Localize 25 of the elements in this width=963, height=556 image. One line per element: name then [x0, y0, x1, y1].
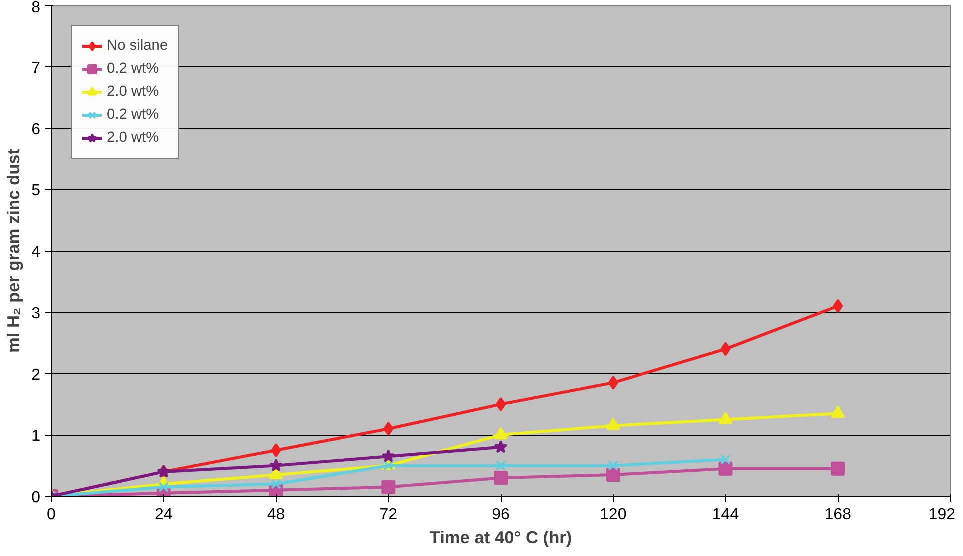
- y-tick-label: 8: [32, 0, 41, 16]
- legend-label: 0.2 wt%: [107, 107, 160, 123]
- legend-label: 2.0 wt%: [107, 84, 160, 100]
- x-tick-label: 144: [712, 506, 740, 524]
- y-tick-label: 6: [32, 121, 41, 138]
- legend-label: No silane: [107, 38, 168, 54]
- y-tick-label: 7: [32, 60, 41, 77]
- x-tick-label: 72: [380, 506, 398, 524]
- x-tick-label: 168: [824, 506, 852, 524]
- x-tick-label: 48: [267, 506, 286, 524]
- y-tick-label: 5: [32, 182, 41, 200]
- y-tick-label: 2: [32, 366, 41, 384]
- x-tick-label: 120: [600, 506, 627, 524]
- legend-label: 0.2 wt%: [107, 61, 160, 77]
- legend-label: 2.0 wt%: [107, 130, 160, 146]
- x-tick-label: 96: [492, 506, 510, 524]
- x-tick-label: 192: [928, 506, 956, 524]
- y-tick-label: 1: [32, 428, 41, 446]
- y-tick-label: 3: [32, 305, 41, 322]
- y-tick-label: 4: [32, 244, 41, 261]
- y-axis-title: ml H₂ per gram zinc dust: [4, 148, 24, 354]
- x-tick-label: 24: [154, 506, 173, 524]
- x-tick-label: 0: [47, 506, 56, 524]
- y-tick-label: 0: [32, 490, 41, 506]
- x-axis-title: Time at 40° C (hr): [430, 528, 572, 548]
